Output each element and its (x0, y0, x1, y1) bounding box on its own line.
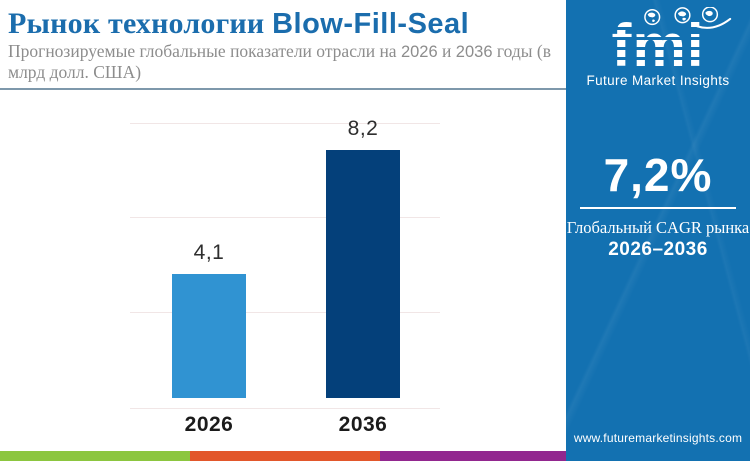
fmi-logo: fmi Future Market Insights (566, 6, 750, 88)
cagr-label: Глобальный CAGR рынка (566, 218, 750, 237)
globe-asia-icon (701, 7, 719, 23)
bar-2026: 4,1 (172, 241, 246, 398)
subtitle-year-start: 2026 (400, 43, 438, 61)
swoosh-icon (696, 17, 732, 29)
footer-stripe (0, 451, 566, 461)
page-title: Рынок технологии Blow-Fill-Seal (8, 8, 564, 40)
gridline (130, 123, 440, 124)
bar-2036: 8,2 (326, 117, 400, 398)
fmi-logo-subtext: Future Market Insights (586, 72, 730, 88)
bar-chart: 4,1 8,2 2026 2036 (0, 90, 566, 451)
subtitle-text: Прогнозируемые глобальные показатели отр… (8, 41, 401, 61)
stripe-purple (380, 451, 566, 461)
stripe-orange (190, 451, 380, 461)
globe-americas-icon (644, 9, 661, 26)
bar-value-label-2026: 4,1 (193, 241, 225, 264)
page-subtitle: Прогнозируемые глобальные показатели отр… (8, 41, 560, 83)
x-axis-label-2026: 2026 (184, 413, 234, 436)
page-title-russian: Рынок технологии (8, 7, 273, 40)
x-axis-label-2036: 2036 (338, 413, 388, 436)
gridline (130, 408, 440, 409)
gridline (130, 217, 440, 218)
page-title-product: Blow-Fill-Seal (272, 8, 470, 40)
subtitle-year-end: 2036 (455, 43, 493, 61)
gridline (130, 312, 440, 313)
cagr-value: 7,2% (603, 149, 713, 201)
globe-icons-row (644, 7, 732, 29)
website-link[interactable]: www.futuremarketinsights.com (573, 431, 743, 445)
sidebar: fmi Future Market Insights 7,2% Глобальн… (566, 0, 750, 461)
fmi-wordmark: fmi (611, 12, 705, 79)
subtitle-units: годы (в млрд долл. США) (8, 41, 552, 83)
cagr-divider (580, 207, 736, 209)
bar-value-label-2036: 8,2 (347, 117, 379, 140)
subtitle-conjunction: и (437, 41, 456, 61)
header: Рынок технологии Blow-Fill-Seal Прогнози… (0, 0, 566, 88)
globe-europe-icon (674, 7, 691, 24)
stripe-green (0, 451, 190, 461)
header-divider (0, 88, 566, 90)
cagr-period: 2026–2036 (608, 239, 708, 260)
